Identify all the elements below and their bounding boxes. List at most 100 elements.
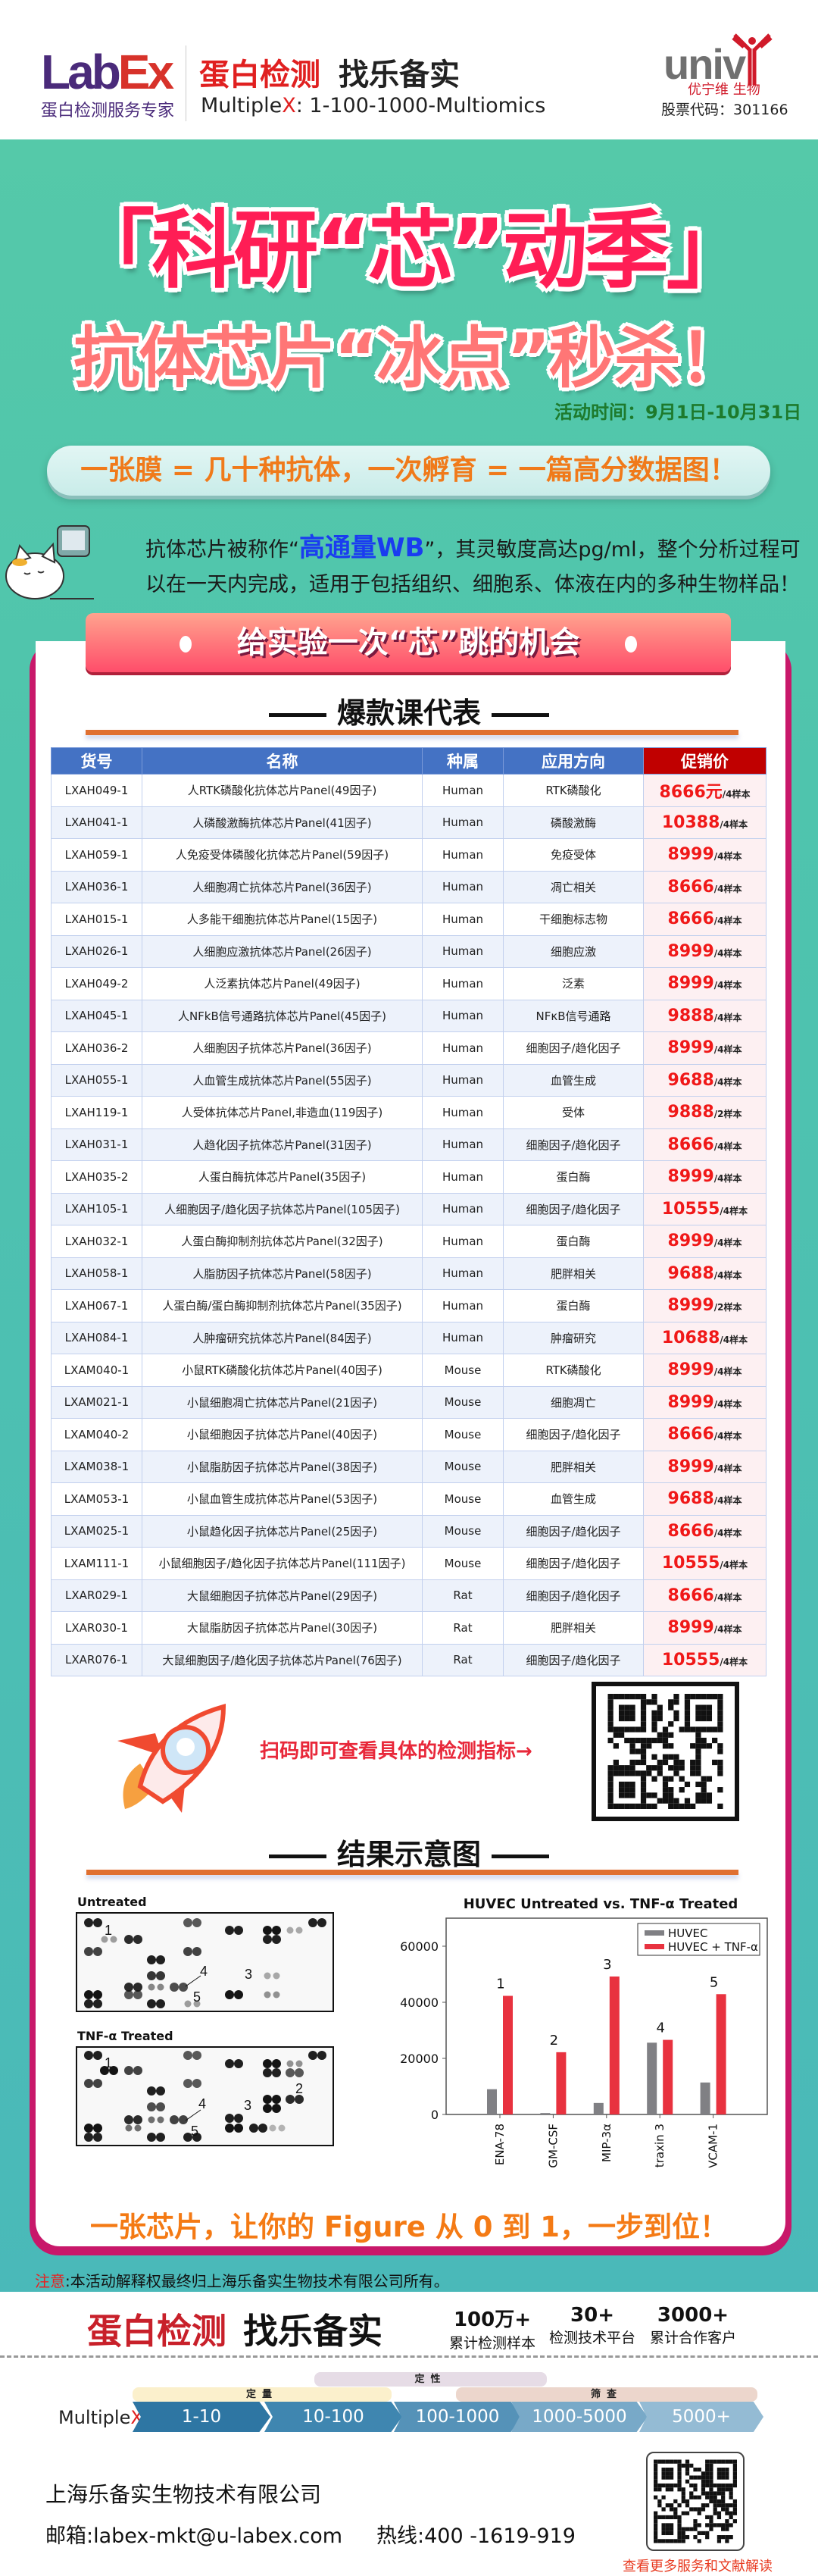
cell-species: Mouse <box>422 1418 504 1451</box>
cell-species: Mouse <box>422 1514 504 1548</box>
cell-sku: LXAH031-1 <box>51 1128 142 1161</box>
table-row: LXAH036-1 人细胞凋亡抗体芯片Panel(36因子) Human 凋亡相关 86… <box>51 870 766 903</box>
blot-label: 4 <box>198 2096 206 2111</box>
blot-spot <box>249 2124 258 2133</box>
price-value: 8999 <box>667 974 714 994</box>
cell-name: 人血管生成抗体芯片Panel(55因子) <box>142 1063 423 1097</box>
price-value: 10388 <box>661 812 720 832</box>
blot-spot <box>147 1971 156 1980</box>
cell-sku: LXAM040-2 <box>51 1418 142 1451</box>
cell-price: 8666/4样本 <box>643 1128 766 1161</box>
table-row: LXAH031-1 人趋化因子抗体芯片Panel(31因子) Human 细胞因子/趋… <box>51 1128 766 1161</box>
cell-species: Human <box>422 967 504 1000</box>
cell-species: Mouse <box>422 1385 504 1419</box>
cell-species: Human <box>422 1257 504 1290</box>
price-unit: /4样本 <box>713 1431 742 1442</box>
blot-spot <box>147 2133 156 2142</box>
blot-spot <box>157 2116 164 2124</box>
bar-huvec-tnf <box>663 2039 673 2114</box>
price-value: 8666 <box>667 1425 714 1445</box>
price-value: 8666 <box>667 1585 714 1605</box>
blot-spot <box>147 1999 156 2008</box>
blot-spot <box>124 2066 133 2075</box>
blot-spot <box>93 1947 102 1956</box>
blot-spot <box>263 2095 272 2104</box>
price-unit: /4样本 <box>713 1624 742 1635</box>
price-unit: /4样本 <box>713 1076 742 1088</box>
blot-spot <box>184 2000 192 2008</box>
y-tick-label: 20000 <box>400 2052 439 2066</box>
blot-spot <box>272 2068 281 2077</box>
contact-email[interactable]: 邮箱:labex-mkt@u-labex.com <box>45 2524 343 2548</box>
scale-step-5: 5000+ <box>639 2402 763 2432</box>
price-unit: /4样本 <box>713 947 742 959</box>
stat-num: 3000+ <box>657 2304 729 2327</box>
cell-price: 9888/4样本 <box>643 999 766 1032</box>
section-underline-2 <box>86 1870 738 1875</box>
blot-spot <box>100 2066 109 2075</box>
cell-name: 人RTK磷酸化抗体芯片Panel(49因子) <box>142 774 423 807</box>
blot-label: 1 <box>105 2055 112 2071</box>
price-value: 8999 <box>667 1360 714 1380</box>
blot-spot <box>133 2066 142 2075</box>
price-value: 8999 <box>667 1618 714 1638</box>
cell-name: 大鼠脂肪因子抗体芯片Panel(30因子) <box>142 1611 423 1645</box>
cell-sku: LXAH049-1 <box>51 774 142 807</box>
cell-name: 人蛋白酶抗体芯片Panel(35因子) <box>142 1160 423 1194</box>
cell-species: Human <box>422 1321 504 1354</box>
cell-species: Human <box>422 934 504 968</box>
qr-code-detection-list[interactable] <box>592 1682 739 1821</box>
blot-spot <box>272 2095 281 2104</box>
logo-subtitle: 蛋白检测服务专家 <box>41 102 175 121</box>
cell-sku: LXAR029-1 <box>51 1579 142 1612</box>
blot-spot <box>183 2051 192 2060</box>
table-row: LXAH067-1 人蛋白酶/蛋白酶抑制剂抗体芯片Panel(35因子) Human… <box>51 1289 766 1322</box>
blot-spot <box>317 2051 326 2060</box>
bar-huvec <box>700 2082 710 2114</box>
col-application: 应用方向 <box>503 747 644 775</box>
cell-price: 8999/4样本 <box>643 1611 766 1645</box>
blot-label: 1 <box>105 1923 112 1938</box>
blot-spot <box>264 1972 271 1980</box>
cell-sku: LXAM021-1 <box>51 1385 142 1419</box>
blot-spot <box>263 2104 272 2113</box>
blot-spot <box>295 2095 304 2104</box>
price-value: 9688 <box>667 1070 714 1090</box>
qr-code-wechat[interactable] <box>646 2452 745 2551</box>
price-value: 9688 <box>667 1489 714 1509</box>
blot-spot <box>109 2066 118 2075</box>
cell-application: 细胞因子/趋化因子 <box>503 1643 644 1676</box>
blot-spot <box>183 2133 192 2142</box>
price-value: 8666 <box>667 877 714 897</box>
logo-text-ex: Ex <box>117 45 174 99</box>
tag-qualitative: 定性 <box>314 2372 547 2387</box>
blot-spot <box>84 1999 93 2008</box>
cell-sku: LXAH036-1 <box>51 870 142 903</box>
tag-screening: 筛查 <box>456 2387 757 2402</box>
table-row: LXAM040-1 小鼠RTK磷酸化抗体芯片Panel(40因子) Mouse RTK… <box>51 1354 766 1387</box>
cell-price: 8999/4样本 <box>643 934 766 968</box>
intro-a: 抗体芯片被称作“ <box>145 538 299 562</box>
blot-spot <box>124 1935 133 1944</box>
blot-spot <box>148 2116 155 2124</box>
multiplex-b: : 1-100-1000-Multiomics <box>295 94 546 117</box>
cell-species: Human <box>422 870 504 903</box>
price-value: 10555 <box>661 1554 720 1573</box>
cell-price: 8999/2样本 <box>643 1289 766 1322</box>
blot-spot <box>93 2051 102 2060</box>
value-pill: 一张膜 = 几十种抗体，一次孵育 = 一篇高分数据图！ <box>47 446 770 496</box>
blot-spot <box>157 1983 164 1991</box>
blot-spot <box>101 1936 108 1943</box>
contact-hotline[interactable]: 热线:400 -1619-919 <box>376 2524 576 2548</box>
table-row: LXAH036-2 人细胞因子抗体芯片Panel(36因子) Human 细胞因子/趋… <box>51 1031 766 1065</box>
price-unit: /2样本 <box>713 1302 742 1313</box>
table-row: LXAH045-1 人NFkB信号通路抗体芯片Panel(45因子) Human NF… <box>51 999 766 1032</box>
cell-application: 蛋白酶 <box>503 1225 644 1258</box>
cell-species: Human <box>422 999 504 1032</box>
campaign-date: 活动时间：9月1日-10月31日 <box>554 402 802 423</box>
table-row: LXAH058-1 人脂肪因子抗体芯片Panel(58因子) Human 肥胖相关 96… <box>51 1257 766 1290</box>
blot-label: 4 <box>200 1964 208 1979</box>
blot-spot <box>148 1983 155 1991</box>
header-slogan: 蛋白检测 找乐备实 <box>199 50 460 94</box>
table-row: LXAH015-1 人多能干细胞抗体芯片Panel(15因子) Human 干细胞标志… <box>51 903 766 936</box>
